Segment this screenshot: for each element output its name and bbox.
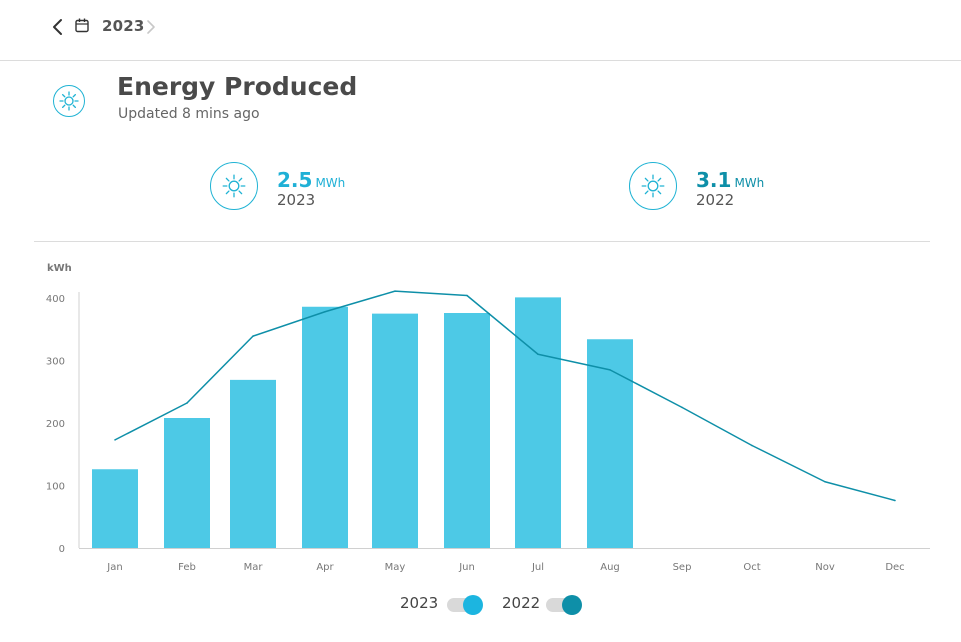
line-point-mar — [252, 335, 254, 337]
line-point-apr — [324, 310, 326, 313]
legend-label: 2022 — [502, 594, 541, 612]
y-tick-label: 300 — [46, 357, 65, 368]
line-point-feb — [186, 402, 188, 404]
x-tick-label: Sep — [673, 562, 692, 573]
chevron-right-icon[interactable] — [143, 16, 159, 38]
chevron-left-icon[interactable] — [48, 16, 68, 38]
bar-feb[interactable] — [164, 418, 210, 548]
x-tick-label: Dec — [885, 562, 904, 573]
y-tick-label: 400 — [46, 294, 65, 305]
bar-jul[interactable] — [515, 297, 561, 548]
stat-unit: MWh — [315, 176, 346, 190]
bar-mar[interactable] — [230, 379, 276, 548]
line-point-jun — [466, 294, 468, 297]
sun-icon — [629, 162, 677, 210]
y-axis-label: kWh — [47, 263, 72, 274]
stat-value: 2.5 MWh — [277, 168, 346, 192]
toggle-2023[interactable] — [447, 595, 483, 615]
line-point-jan — [114, 439, 116, 441]
bar-jun[interactable] — [444, 313, 490, 548]
x-tick-label: Jul — [531, 562, 544, 573]
sun-icon — [210, 162, 258, 210]
stat-value: 3.1 MWh — [696, 168, 765, 192]
calendar-icon[interactable] — [74, 17, 90, 35]
x-tick-label: Nov — [815, 562, 835, 573]
top-navigation: 2023 — [0, 0, 961, 61]
line-point-jul — [537, 353, 539, 356]
bar-may[interactable] — [372, 313, 418, 548]
bar-jan[interactable] — [92, 469, 138, 548]
x-tick-label: Jan — [106, 562, 122, 573]
updated-timestamp: Updated 8 mins ago — [118, 106, 260, 122]
y-tick-label: 100 — [46, 482, 65, 493]
sun-icon — [53, 85, 85, 117]
x-tick-label: Jun — [458, 562, 475, 573]
y-tick-label: 200 — [46, 419, 65, 430]
toggle-2022[interactable] — [546, 595, 582, 615]
line-point-dec — [894, 499, 896, 502]
line-point-nov — [824, 480, 826, 483]
x-tick-label: May — [385, 562, 406, 573]
toggle-knob — [562, 595, 582, 615]
divider — [34, 241, 930, 242]
line-point-sep — [681, 406, 683, 409]
bar-apr[interactable] — [302, 306, 348, 548]
selected-year[interactable]: 2023 — [102, 17, 145, 35]
x-tick-label: Oct — [743, 562, 760, 573]
x-tick-label: Mar — [244, 562, 264, 573]
stat-year: 2022 — [696, 191, 735, 209]
x-tick-label: Feb — [178, 562, 196, 573]
page-title: Energy Produced — [117, 72, 358, 101]
line-point-oct — [751, 444, 753, 447]
line-point-aug — [609, 369, 611, 371]
stat-year: 2023 — [277, 191, 316, 209]
x-tick-label: Apr — [316, 562, 334, 573]
line-point-may — [394, 290, 396, 292]
line-series-2022 — [114, 290, 896, 502]
legend-label: 2023 — [400, 594, 439, 612]
stat-unit: MWh — [734, 176, 765, 190]
y-tick-label: 0 — [59, 544, 65, 555]
toggle-knob — [463, 595, 483, 615]
x-tick-label: Aug — [600, 562, 620, 573]
bar-aug[interactable] — [587, 339, 633, 548]
